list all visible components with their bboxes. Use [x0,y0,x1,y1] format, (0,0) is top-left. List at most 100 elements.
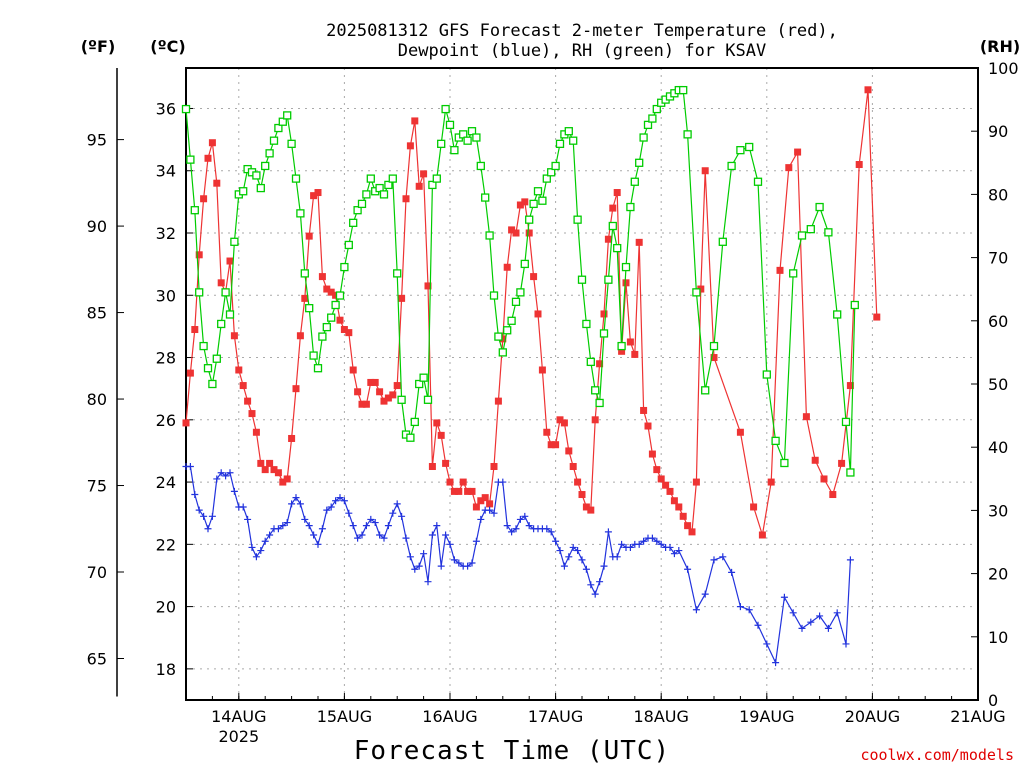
rh-point [203,364,213,373]
rh-point [718,237,727,246]
temperature-point [811,456,819,464]
temperature-point [195,251,203,259]
dewpoint-point [327,503,335,511]
rh-point [547,168,556,177]
rh-point [432,174,441,183]
temperature-point [565,447,573,455]
dewpoint-point [472,537,480,545]
dewpoint-point [490,509,498,517]
rh-point [296,209,305,218]
x-tick-label: 19AUG [739,707,794,726]
rh-point [366,174,375,183]
temperature-point [450,487,458,495]
temperature-point [257,459,265,467]
rh-point [489,291,499,300]
temperature-point [200,195,208,203]
temperature-point [802,413,810,421]
rh-point [274,123,283,133]
dewpoint-point [780,593,788,601]
temperature-point [230,332,238,340]
dewpoint-point [824,624,832,632]
rh-point [833,310,842,319]
rh-point [516,288,525,297]
dewpoint-point [398,512,406,520]
temperature-point [345,329,353,337]
dewpoint-point [274,525,282,533]
temperature-point [446,478,454,486]
temperature-point [424,282,432,290]
dewpoint-point [376,531,384,539]
fahrenheit-tick-label: 70 [87,563,107,582]
temperature-point [393,382,401,390]
celsius-tick-label: 28 [156,349,176,368]
temperature-point [186,369,194,377]
temperature-point [455,487,463,495]
dewpoint-point [508,528,516,536]
rh-point [397,395,406,404]
dewpoint-point [772,659,780,667]
dewpoint-point [252,553,260,561]
rh-point [846,468,855,477]
rh-point [635,158,644,167]
temperature-point [442,459,450,467]
temperature-point [547,441,555,449]
rh-point [261,161,270,171]
dewpoint-point [204,525,212,533]
temperature-point [288,434,296,442]
rh-point [305,304,314,313]
rh-point [217,319,226,329]
temperature-point [252,428,260,436]
temperature-point [376,388,384,396]
temperature-point [380,397,388,405]
dewpoint-point [208,512,216,520]
rh-point [841,417,851,427]
dewpoint-point [450,556,458,564]
celsius-tick-label: 24 [156,473,176,492]
temperature-point [384,394,392,402]
rh-point [648,114,657,123]
dewpoint-point [186,463,194,471]
dewpoint-point [657,540,665,548]
rh-tick-label: 0 [988,691,998,710]
rh-point [525,215,534,224]
celsius-unit-label: (ºC) [150,37,185,56]
temperature-point [239,382,247,390]
rh-point [357,199,367,209]
rh-point [419,373,428,382]
chart-title-line1: 2025081312 GFS Forecast 2-meter Temperat… [326,21,838,41]
rh-point [283,111,292,120]
plot-frame [185,67,979,701]
temperature-point [758,531,766,539]
dewpoint-point [763,640,771,648]
rh-point [349,218,358,227]
temperature-point [653,466,661,474]
rh-point [520,259,529,269]
temperature-point [191,326,199,334]
dewpoint-point [503,522,511,530]
dewpoint-point [371,519,379,527]
celsius-tick-label: 34 [156,162,176,181]
rh-point [423,395,433,404]
rh-point [709,341,719,351]
temperature-point [530,273,538,281]
dewpoint-point [261,537,269,545]
dewpoint-point [635,540,643,548]
dewpoint-point [648,534,656,542]
dewpoint-point [362,522,370,530]
rh-point [806,225,815,234]
rh-point [621,262,631,272]
dewpoint-series [182,463,854,667]
temperature-point [855,161,863,169]
dewpoint-point [257,547,265,555]
fahrenheit-tick-label: 65 [87,649,107,668]
temperature-point [631,350,639,358]
x-tick-label: 20AUG [845,707,900,726]
dewpoint-point [442,531,450,539]
dewpoint-point [701,590,709,598]
rh-point [379,190,389,199]
temperature-point [556,416,564,424]
rh-tick-label: 100 [988,59,1019,78]
temperature-point [499,335,507,343]
